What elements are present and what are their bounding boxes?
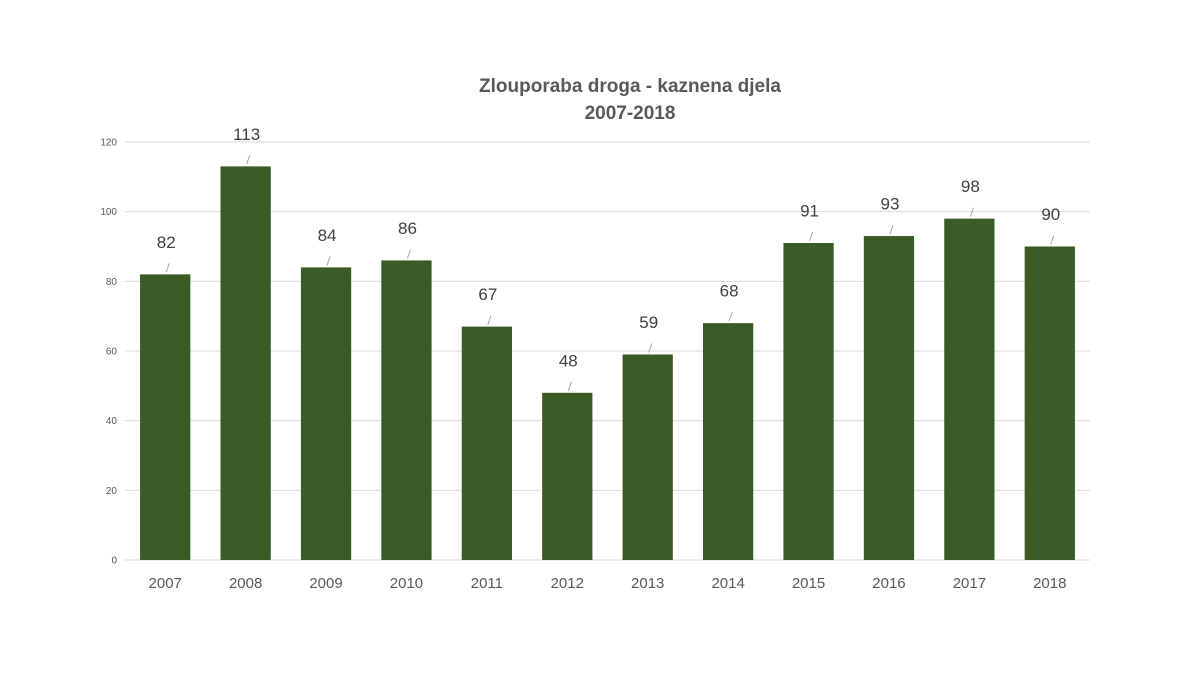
x-tick-label-2007: 2007	[149, 575, 182, 592]
data-label-2017: 98	[961, 177, 980, 196]
y-tick-label-40: 40	[106, 416, 118, 427]
bars	[140, 166, 1075, 561]
data-label-2011: 67	[478, 285, 497, 304]
leader-line-2015	[809, 231, 814, 242]
data-labels: 82 113 84 86 67 48 59 68 91 93 98 90	[157, 125, 1061, 370]
data-label-2015: 91	[800, 202, 819, 221]
data-label-2016: 93	[880, 195, 899, 214]
leader-line-2008	[246, 155, 251, 165]
bar-2008	[220, 166, 271, 560]
x-tick-label-2017: 2017	[953, 575, 986, 592]
leader-line-2016	[889, 224, 894, 235]
bar-2007	[140, 274, 191, 560]
y-tick-label-60: 60	[106, 347, 118, 358]
leader-line-2017	[969, 207, 974, 217]
data-label-2010: 86	[398, 219, 417, 238]
x-tick-label-2013: 2013	[631, 575, 664, 592]
data-label-2009: 84	[318, 226, 337, 245]
data-label-2007: 82	[157, 233, 176, 252]
x-tick-label-2015: 2015	[792, 575, 825, 592]
leader-line-2013	[648, 343, 653, 353]
x-tick-label-2014: 2014	[711, 575, 744, 592]
bar-2011	[461, 326, 513, 560]
y-axis-ticks: 0 20 40 60 80 100 120	[100, 138, 117, 567]
y-tick-label-100: 100	[100, 207, 117, 218]
y-tick-label-120: 120	[100, 138, 117, 149]
data-label-2012: 48	[559, 351, 578, 370]
bar-2009	[300, 267, 352, 560]
bar-2017	[944, 218, 995, 560]
y-tick-label-20: 20	[106, 486, 118, 497]
bar-2014	[702, 323, 754, 560]
y-tick-label-0: 0	[111, 556, 117, 567]
bar-2018	[1024, 246, 1075, 560]
leader-line-2012	[567, 381, 572, 391]
leader-line-2014	[728, 311, 733, 322]
chart-subtitle: 2007-2018	[585, 103, 676, 124]
leader-line-2007	[165, 263, 170, 273]
data-label-2013: 59	[639, 313, 658, 332]
bar-2012	[542, 392, 593, 560]
x-tick-label-2012: 2012	[551, 575, 584, 592]
gridlines	[125, 141, 1090, 561]
x-tick-label-2018: 2018	[1033, 575, 1066, 592]
x-axis-ticks: 2007 2008 2009 2010 2011 2012 2013 2014 2015 2016…	[149, 575, 1067, 592]
bar-2013	[622, 354, 673, 560]
leader-line-2010	[406, 249, 411, 259]
x-tick-label-2009: 2009	[309, 575, 342, 592]
leader-line-2011	[487, 315, 492, 325]
x-tick-label-2016: 2016	[872, 575, 905, 592]
data-label-2018: 90	[1041, 205, 1060, 224]
bar-2016	[863, 236, 915, 561]
leader-line-2009	[326, 256, 331, 266]
leader-line-2018	[1050, 235, 1055, 245]
data-label-leaders	[165, 155, 1055, 391]
x-tick-label-2008: 2008	[229, 575, 262, 592]
bar-2015	[783, 243, 834, 560]
y-tick-label-80: 80	[106, 277, 118, 288]
x-tick-label-2011: 2011	[471, 575, 503, 592]
data-label-2014: 68	[720, 282, 739, 301]
x-tick-label-2010: 2010	[390, 575, 423, 592]
chart-title: Zlouporaba droga - kaznena djela	[479, 76, 781, 97]
bar-2010	[381, 260, 432, 560]
data-label-2008: 113	[233, 125, 260, 144]
